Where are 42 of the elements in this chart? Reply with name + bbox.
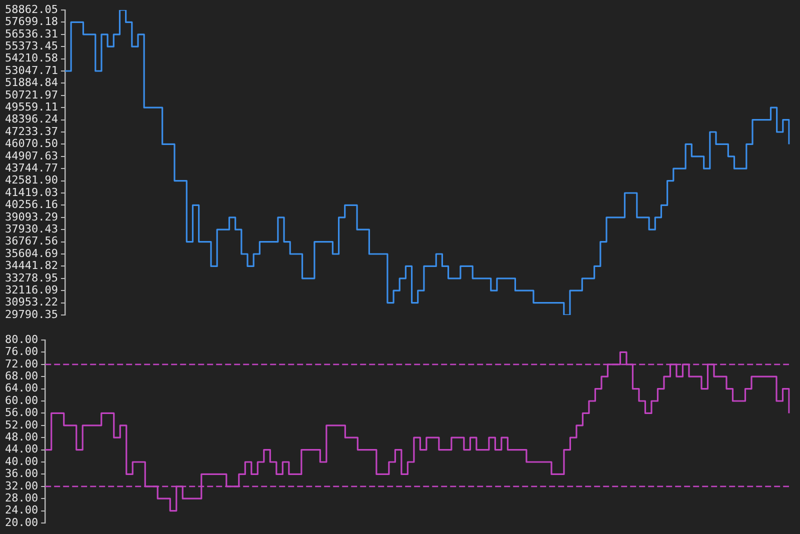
y-tick-label: 50721.97 xyxy=(4,88,58,102)
y-tick-label: 55373.45 xyxy=(4,39,58,52)
y-tick-label: 42581.90 xyxy=(4,174,58,187)
y-tick-label: 46070.50 xyxy=(4,137,58,150)
y-tick-label: 39093.29 xyxy=(4,210,58,224)
y-tick-label: 47233.37 xyxy=(4,124,58,138)
y-tick-label: 40.00 xyxy=(4,454,38,468)
y-tick-label: 32.00 xyxy=(4,479,38,492)
y-tick-label: 64.00 xyxy=(4,382,38,395)
y-tick-label: 52.00 xyxy=(4,418,38,432)
y-tick-label: 37930.43 xyxy=(4,222,58,236)
y-tick-label: 30953.22 xyxy=(4,296,58,309)
y-tick-label: 60.00 xyxy=(4,394,38,407)
y-tick-label: 44.00 xyxy=(4,442,38,456)
y-tick-label: 41419.03 xyxy=(4,186,58,199)
y-tick-label: 24.00 xyxy=(4,504,38,517)
y-tick-label: 36767.56 xyxy=(4,234,58,248)
y-tick-label: 57699.18 xyxy=(4,15,58,28)
y-tick-label: 53047.71 xyxy=(4,64,58,77)
y-tick-label: 76.00 xyxy=(4,345,38,358)
y-tick-label: 20.00 xyxy=(4,516,38,529)
y-tick-label: 32116.09 xyxy=(4,283,58,296)
y-tick-label: 29790.35 xyxy=(4,308,58,321)
y-tick-label: 72.00 xyxy=(4,357,38,370)
y-tick-label: 56.00 xyxy=(4,406,38,420)
y-tick-label: 58862.05 xyxy=(4,2,58,16)
y-tick-label: 48.00 xyxy=(4,430,38,444)
y-tick-label: 49559.11 xyxy=(4,100,58,114)
y-tick-label: 35604.69 xyxy=(4,246,58,260)
y-tick-label: 34441.82 xyxy=(4,259,58,272)
y-tick-label: 36.00 xyxy=(4,467,38,480)
y-tick-label: 28.00 xyxy=(4,491,38,504)
y-tick-label: 33278.95 xyxy=(4,271,58,284)
y-tick-label: 80.00 xyxy=(4,332,38,346)
y-tick-label: 48396.24 xyxy=(4,112,58,126)
y-tick-label: 51884.84 xyxy=(4,76,58,90)
y-tick-label: 40256.16 xyxy=(4,198,58,212)
y-tick-label: 43744.77 xyxy=(4,161,58,174)
y-tick-label: 68.00 xyxy=(4,369,38,382)
y-tick-label: 44907.63 xyxy=(4,149,58,162)
y-tick-label: 56536.31 xyxy=(4,27,58,40)
y-tick-label: 54210.58 xyxy=(4,52,58,65)
